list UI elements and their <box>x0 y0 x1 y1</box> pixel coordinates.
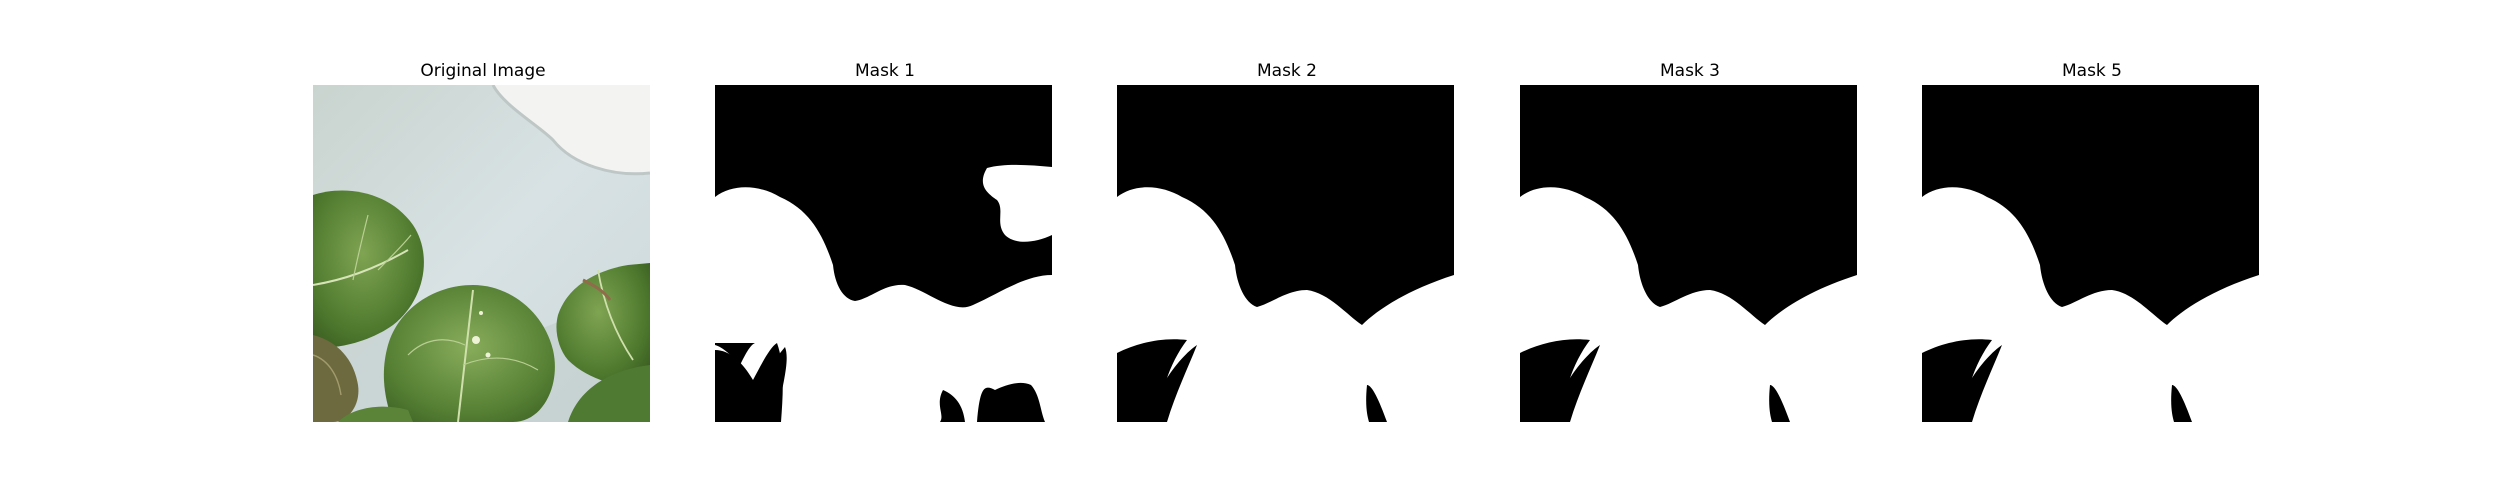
panel-mask-3: Mask 3 <box>1520 60 1860 422</box>
panel-original-image: Original Image <box>313 60 653 422</box>
mask-3-shape <box>1520 85 1857 422</box>
mask-image <box>1520 85 1857 422</box>
original-photo <box>313 85 650 422</box>
panel-title: Mask 3 <box>1520 60 1860 82</box>
mask-image <box>1117 85 1454 422</box>
panel-title: Mask 5 <box>1922 60 2262 82</box>
mask-5-shape <box>1922 85 2259 422</box>
original-image <box>313 85 650 422</box>
panel-mask-2: Mask 2 <box>1117 60 1457 422</box>
mask-1-shape <box>715 85 1052 422</box>
mask-image <box>715 85 1052 422</box>
panel-title: Mask 1 <box>715 60 1055 82</box>
panel-mask-1: Mask 1 <box>715 60 1055 422</box>
mask-image <box>1922 85 2259 422</box>
panel-mask-5: Mask 5 <box>1922 60 2262 422</box>
panel-title: Original Image <box>313 60 653 82</box>
panel-title: Mask 2 <box>1117 60 1457 82</box>
mask-2-shape <box>1117 85 1454 422</box>
